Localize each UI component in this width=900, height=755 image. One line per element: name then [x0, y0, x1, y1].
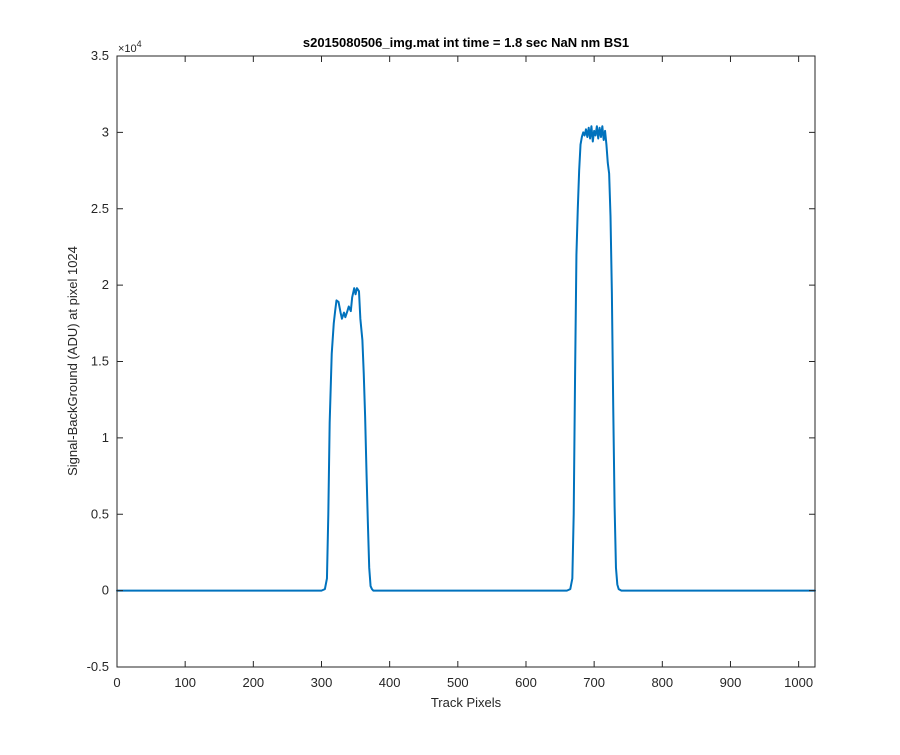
x-axis-label: Track Pixels [431, 695, 502, 710]
x-tick-label: 100 [174, 675, 196, 690]
y-axis-multiplier-base: ×10 [118, 43, 137, 55]
y-tick-label: -0.5 [87, 659, 109, 674]
x-tick-label: 500 [447, 675, 469, 690]
y-tick-label: 1 [102, 430, 109, 445]
y-tick-label: 0.5 [91, 506, 109, 521]
x-tick-label: 200 [242, 675, 264, 690]
x-tick-label: 900 [720, 675, 742, 690]
y-axis-multiplier-exponent: 4 [137, 39, 142, 49]
y-tick-label: 3 [102, 124, 109, 139]
plot-area-frame [116, 55, 816, 668]
x-tick-label: 0 [113, 675, 120, 690]
x-tick-label: 800 [651, 675, 673, 690]
y-tick-label: 2 [102, 277, 109, 292]
y-tick-label: 0 [102, 583, 109, 598]
y-tick-label: 1.5 [91, 354, 109, 369]
x-tick-label: 400 [379, 675, 401, 690]
chart-title: s2015080506_img.mat int time = 1.8 sec N… [303, 35, 629, 50]
tick-layer: 0 100 200 300 400 500 600 700 800 900 1000 -0.5 0 0.5… [87, 48, 815, 690]
y-tick-label: 3.5 [91, 48, 109, 63]
y-tick-label: 2.5 [91, 201, 109, 216]
x-tick-label: 300 [311, 675, 333, 690]
series-layer [116, 125, 816, 592]
y-axis-label: Signal-BackGround (ADU) at pixel 1024 [65, 246, 80, 476]
plot-area-background [117, 56, 815, 667]
series-line [116, 125, 816, 592]
x-tick-label: 700 [583, 675, 605, 690]
x-tick-label: 1000 [784, 675, 813, 690]
y-axis-multiplier: ×104 [118, 39, 142, 55]
x-tick-label: 600 [515, 675, 537, 690]
